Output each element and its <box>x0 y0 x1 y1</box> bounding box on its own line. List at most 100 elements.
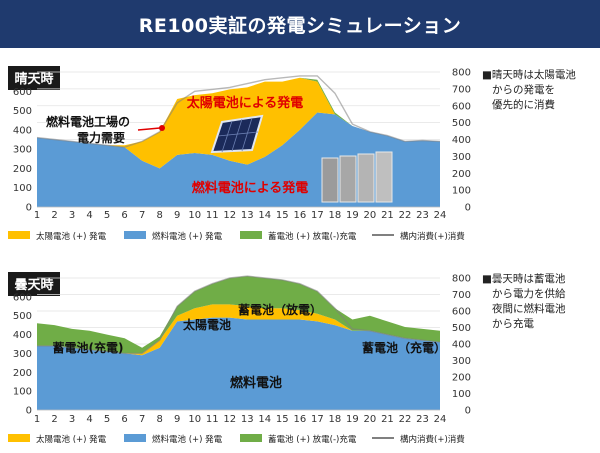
note-line: からの発電を <box>492 84 555 96</box>
y-left-tick-label: 500 <box>13 311 32 322</box>
solar-panel-icon <box>210 114 264 154</box>
legend-fuel-swatch <box>124 434 146 442</box>
x-tick-label: 8 <box>156 210 162 221</box>
x-tick-label: 4 <box>86 210 92 221</box>
consumption-line <box>37 275 441 355</box>
y-left-tick-label: 500 <box>13 106 32 117</box>
x-tick-label: 17 <box>311 210 324 221</box>
x-tick-label: 18 <box>329 414 342 425</box>
panel-label: 曇天時 <box>14 277 53 293</box>
x-tick-label: 19 <box>346 414 359 425</box>
x-tick-label: 7 <box>139 414 145 425</box>
x-tick-label: 12 <box>223 414 236 425</box>
x-tick-label: 17 <box>311 414 324 425</box>
x-tick-label: 20 <box>364 414 377 425</box>
x-tick-label: 4 <box>86 414 92 425</box>
x-tick-label: 21 <box>381 210 394 221</box>
y-right-tick-label: 300 <box>452 152 471 163</box>
x-tick-label: 19 <box>346 210 359 221</box>
x-tick-label: 18 <box>329 210 342 221</box>
demand-pointer-dot <box>159 125 165 131</box>
x-tick-label: 1 <box>34 210 40 221</box>
y-left-tick-label: 200 <box>13 368 32 379</box>
y-right-tick-label: 200 <box>452 373 471 384</box>
cloudy-chart: 曇天時 0 100 200 300 400 500 600 0 100 200 300 400 500… <box>8 272 471 425</box>
y-left-tick-label: 200 <box>13 164 32 175</box>
demand-pointer <box>137 127 161 131</box>
x-tick-label: 5 <box>104 210 110 221</box>
solar-area <box>37 304 440 356</box>
cloudy-note: ■曇天時は蓄電池 から電力を供給 夜間に燃料電池 から充電 <box>482 272 598 332</box>
note-line: から充電 <box>492 318 534 330</box>
x-tick-label: 11 <box>206 414 219 425</box>
panel-label: 晴天時 <box>14 71 53 87</box>
legend-fuel: 燃料電池 (+) 発電 <box>152 231 223 242</box>
fuel-cell-area <box>37 112 440 207</box>
y-right-tick-label: 800 <box>452 274 471 285</box>
legend-solar: 太陽電池 (+) 発電 <box>36 434 107 445</box>
battery-charge-right-annotation: 蓄電池（充電） <box>362 340 446 355</box>
x-tick-label: 14 <box>258 414 271 425</box>
x-tick-label: 7 <box>139 210 145 221</box>
x-tick-label: 9 <box>174 210 180 221</box>
legend-solar-swatch <box>8 434 30 442</box>
legend-consumption: 構内消費(+)消費 <box>400 231 465 242</box>
panel-label-bg <box>8 66 60 90</box>
x-tick-label: 13 <box>241 414 254 425</box>
y-left-tick-label: 0 <box>26 406 32 417</box>
note-line: ■晴天時は太陽電池 <box>482 69 576 81</box>
legend-solar: 太陽電池 (+) 発電 <box>36 231 107 242</box>
y-left-tick-label: 400 <box>13 125 32 136</box>
y-right-tick-label: 500 <box>452 118 471 129</box>
solar-annotation: 太陽電池 <box>183 317 231 332</box>
consumption-line <box>36 75 441 148</box>
x-tick-label: 23 <box>416 210 429 221</box>
x-tick-label: 24 <box>434 210 447 221</box>
x-tick-label: 16 <box>293 414 306 425</box>
y-right-tick-label: 500 <box>452 323 471 334</box>
y-right-tick-label: 600 <box>452 101 471 112</box>
y-right-tick-label: 800 <box>452 68 471 79</box>
panel-label-bg <box>8 272 60 296</box>
x-tick-label: 24 <box>434 414 447 425</box>
y-right-tick-label: 600 <box>452 307 471 318</box>
sunny-chart: 晴天時 0 100 200 300 400 500 600 0 100 200 300 400 500… <box>8 66 471 221</box>
legend-fuel: 燃料電池 (+) 発電 <box>152 434 223 445</box>
y-right-tick-label: 100 <box>452 186 471 197</box>
y-right-tick-label: 700 <box>452 290 471 301</box>
y-right-tick-label: 400 <box>452 340 471 351</box>
sunny-legend: 太陽電池 (+) 発電 燃料電池 (+) 発電 蓄電池 (+) 放電(-)充電 … <box>8 231 465 242</box>
x-tick-label: 14 <box>258 210 271 221</box>
cloudy-legend: 太陽電池 (+) 発電 燃料電池 (+) 発電 蓄電池 (+) 放電(-)充電 … <box>8 434 465 445</box>
solar-annotation: 太陽電池による発電 <box>186 95 304 111</box>
y-left-tick-label: 300 <box>13 145 32 156</box>
y-left-tick-label: 100 <box>13 387 32 398</box>
battery-area <box>37 276 440 354</box>
note-line: 夜間に燃料電池 <box>492 303 566 315</box>
sunny-note: ■晴天時は太陽電池 からの発電を 優先的に消費 <box>482 68 598 113</box>
y-right-tick-label: 400 <box>452 135 471 146</box>
x-tick-label: 23 <box>416 414 429 425</box>
x-tick-label: 22 <box>399 414 412 425</box>
battery-charge-left-annotation: 蓄電池(充電) <box>53 340 124 355</box>
y-left-tick-label: 100 <box>13 183 32 194</box>
x-tick-label: 8 <box>156 414 162 425</box>
battery-discharge-annotation: 蓄電池（放電） <box>238 302 322 317</box>
fuel-cell-unit-icon <box>321 151 393 203</box>
y-right-tick-label: 200 <box>452 169 471 180</box>
y-right-tick-label: 300 <box>452 356 471 367</box>
x-tick-label: 5 <box>104 414 110 425</box>
legend-consumption: 構内消費(+)消費 <box>400 434 465 445</box>
x-tick-label: 3 <box>69 210 75 221</box>
note-line: ■曇天時は蓄電池 <box>482 273 566 285</box>
x-tick-label: 21 <box>381 414 394 425</box>
legend-battery-swatch <box>240 434 262 442</box>
x-tick-label: 10 <box>188 414 201 425</box>
x-tick-label: 22 <box>399 210 412 221</box>
page-title: RE100実証の発電シミュレーション <box>0 0 600 48</box>
x-tick-label: 6 <box>121 210 127 221</box>
x-tick-label: 11 <box>206 210 219 221</box>
x-tick-label: 13 <box>241 210 254 221</box>
x-tick-label: 15 <box>276 210 289 221</box>
x-tick-label: 10 <box>188 210 201 221</box>
